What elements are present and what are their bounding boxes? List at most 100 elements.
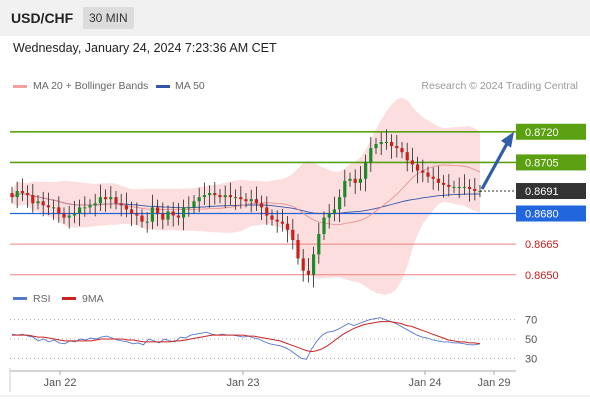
- candle: [312, 254, 316, 275]
- candle: [78, 207, 82, 214]
- candle: [249, 199, 253, 202]
- candle: [436, 178, 440, 183]
- timeframe-badge[interactable]: 30 MIN: [83, 7, 134, 29]
- candle: [275, 219, 279, 222]
- level-label-3: 0.8665: [525, 239, 559, 251]
- candle: [135, 213, 139, 216]
- candle: [109, 197, 113, 200]
- candle: [426, 172, 430, 177]
- candle: [182, 207, 186, 218]
- ma9-line: [12, 321, 481, 353]
- candle: [384, 141, 388, 143]
- candle: [26, 193, 30, 196]
- candle: [395, 146, 399, 149]
- level-label-4: 0.8650: [525, 270, 559, 282]
- candle: [348, 178, 352, 181]
- candle: [254, 199, 258, 204]
- candle: [130, 209, 134, 214]
- candle: [213, 193, 217, 196]
- rsi-tick-1: 50: [525, 334, 537, 346]
- candle: [93, 203, 97, 206]
- candle: [140, 215, 144, 222]
- header-bar: USD/CHF 30 MIN: [0, 0, 590, 36]
- ma50-swatch: [156, 85, 170, 88]
- candle: [36, 201, 40, 204]
- candle: [301, 258, 305, 271]
- level-label-2: 0.8680: [525, 208, 559, 220]
- candle: [234, 197, 238, 199]
- candle: [244, 199, 248, 202]
- level-tag-1: [516, 154, 586, 171]
- candle: [270, 215, 274, 220]
- candle: [218, 195, 222, 198]
- rsi-swatch: [13, 297, 27, 300]
- candle: [197, 197, 201, 202]
- candle: [166, 211, 170, 220]
- candle: [405, 152, 409, 161]
- candle: [41, 201, 45, 206]
- candle: [390, 141, 394, 147]
- candle: [119, 203, 123, 206]
- candle: [364, 162, 368, 179]
- candle: [187, 207, 191, 209]
- legend-ma50: MA 50: [175, 80, 205, 92]
- forecast-arrow-shaft: [480, 141, 510, 190]
- candle: [353, 178, 357, 183]
- credit-label: Research © 2024 Trading Central: [421, 80, 578, 92]
- candle: [83, 207, 87, 209]
- candle: [322, 217, 326, 234]
- candle: [452, 186, 456, 188]
- candle: [52, 207, 56, 209]
- candle: [72, 213, 76, 216]
- rsi-tick-0: 70: [525, 315, 537, 327]
- current-price-label: 0.8691: [525, 186, 559, 198]
- x-tick-3: Jan 29: [477, 377, 510, 389]
- candle: [431, 176, 435, 179]
- symbol-label: USD/CHF: [11, 10, 74, 26]
- candle: [223, 195, 227, 198]
- candle: [286, 223, 290, 230]
- candle: [421, 170, 425, 173]
- candle: [31, 195, 35, 204]
- candle: [260, 203, 264, 208]
- candle: [442, 182, 446, 185]
- ma20-swatch: [13, 85, 27, 88]
- candle: [327, 213, 331, 218]
- candle: [410, 160, 414, 165]
- candle: [369, 148, 373, 163]
- candle: [62, 213, 66, 218]
- legend-rsi: RSI: [33, 293, 51, 305]
- x-tick-1: Jan 23: [226, 377, 259, 389]
- level-label-0: 0.8720: [525, 127, 559, 139]
- candle: [379, 141, 383, 145]
- candle: [150, 207, 154, 222]
- candle: [416, 164, 420, 171]
- candle: [338, 197, 342, 210]
- candle: [176, 215, 180, 218]
- candle: [265, 207, 269, 216]
- level-label-1: 0.8705: [525, 157, 559, 169]
- candle: [10, 193, 14, 198]
- candle: [457, 186, 461, 188]
- candle: [462, 186, 466, 188]
- candle: [145, 221, 149, 223]
- legend-ma9: 9MA: [82, 293, 104, 305]
- current-price-tag: [516, 183, 586, 200]
- candle: [447, 184, 451, 187]
- candle: [374, 144, 378, 149]
- candle: [306, 270, 310, 275]
- candle: [473, 188, 477, 192]
- rsi-line: [11, 317, 481, 360]
- candle: [114, 197, 118, 204]
- candle: [20, 191, 24, 194]
- candle: [124, 205, 128, 210]
- candle: [161, 213, 165, 220]
- candle: [15, 191, 19, 198]
- candle: [104, 197, 108, 200]
- candle: [343, 180, 347, 198]
- candle: [57, 207, 61, 214]
- candle: [332, 209, 336, 214]
- ma9-swatch: [62, 297, 76, 300]
- candle: [317, 233, 321, 255]
